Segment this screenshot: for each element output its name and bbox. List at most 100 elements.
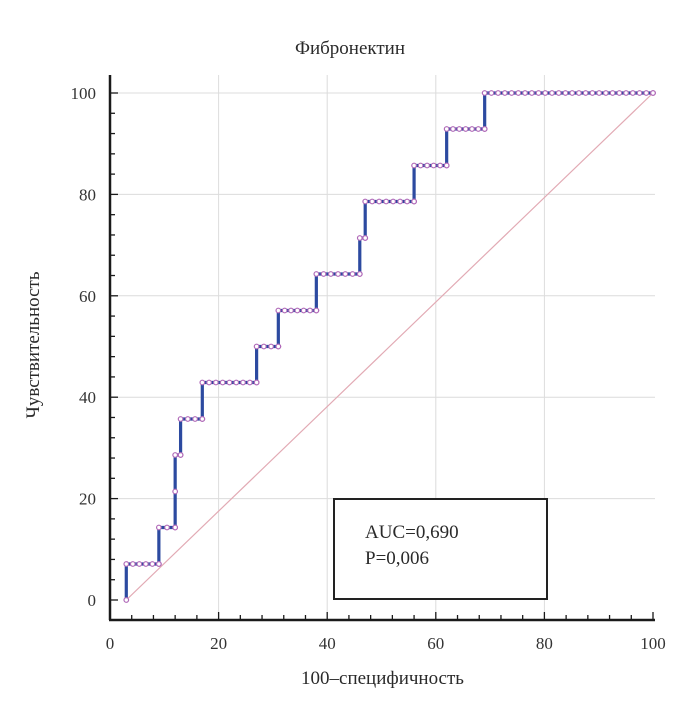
roc-point xyxy=(424,162,431,169)
roc-point xyxy=(313,271,320,277)
roc-point xyxy=(376,198,383,205)
roc-point xyxy=(123,561,130,567)
roc-point xyxy=(136,561,143,567)
roc-point xyxy=(177,452,184,458)
roc-point xyxy=(450,126,456,132)
roc-point xyxy=(623,90,629,96)
roc-point xyxy=(300,307,307,314)
roc-point xyxy=(129,561,136,567)
roc-point xyxy=(515,90,522,96)
roc-point xyxy=(636,90,643,96)
roc-point xyxy=(327,271,334,277)
roc-point xyxy=(411,162,417,169)
roc-point xyxy=(549,90,555,96)
roc-point xyxy=(437,162,444,169)
roc-point xyxy=(417,162,424,169)
roc-point xyxy=(488,90,495,96)
roc-point xyxy=(602,90,609,96)
y-tick-label: 40 xyxy=(79,388,96,407)
reference-line xyxy=(125,92,654,601)
roc-point xyxy=(481,126,488,132)
x-axis-label: 100–специфичность xyxy=(301,668,464,689)
roc-point xyxy=(462,126,469,132)
roc-point xyxy=(535,90,542,96)
roc-point xyxy=(430,162,437,169)
roc-point xyxy=(356,235,363,241)
roc-point xyxy=(307,307,313,314)
roc-point xyxy=(569,90,576,96)
roc-point xyxy=(528,90,535,96)
roc-point xyxy=(172,524,179,531)
roc-point xyxy=(501,90,508,96)
roc-point xyxy=(155,524,162,531)
roc-point xyxy=(390,198,397,205)
roc-point xyxy=(320,271,327,277)
roc-point xyxy=(356,271,363,277)
roc-point xyxy=(275,343,282,350)
roc-point xyxy=(142,561,149,567)
roc-point xyxy=(275,307,282,314)
y-axis-label: Чувствительность xyxy=(23,271,44,419)
roc-point xyxy=(212,379,219,386)
roc-point xyxy=(495,90,502,96)
roc-point xyxy=(335,271,341,277)
roc-point xyxy=(294,307,301,314)
chart-title: Фибронектин xyxy=(294,38,406,59)
roc-point xyxy=(246,379,253,386)
roc-point xyxy=(172,452,179,458)
roc-curve xyxy=(123,90,656,603)
roc-point xyxy=(555,90,562,96)
y-tick-label: 0 xyxy=(88,591,97,610)
roc-point xyxy=(313,307,320,314)
roc-point xyxy=(260,343,267,350)
roc-point xyxy=(643,90,650,96)
roc-point xyxy=(149,561,156,567)
y-tick-label: 80 xyxy=(79,185,96,204)
roc-point xyxy=(268,343,274,350)
roc-point xyxy=(253,343,260,350)
tick-labels: 0 20 40 60 80 100 0 20 40 60 80 100 xyxy=(71,84,666,653)
y-tick-label: 60 xyxy=(79,287,96,306)
roc-point xyxy=(226,379,233,386)
y-tick-label: 20 xyxy=(79,490,96,509)
roc-point xyxy=(240,379,246,386)
roc-point xyxy=(475,126,482,132)
roc-point xyxy=(164,524,170,531)
roc-point xyxy=(383,198,390,205)
roc-point xyxy=(349,271,356,277)
x-tick-label: 20 xyxy=(210,634,227,653)
roc-point xyxy=(469,126,475,132)
roc-point xyxy=(362,198,369,205)
roc-point xyxy=(342,271,349,277)
stats-box: AUC=0,690 P=0,006 xyxy=(333,498,548,600)
roc-point xyxy=(616,90,623,96)
roc-point xyxy=(288,307,294,314)
x-tick-label: 40 xyxy=(319,634,336,653)
roc-point xyxy=(522,90,528,96)
roc-point xyxy=(609,90,616,96)
roc-point xyxy=(650,90,656,96)
roc-point xyxy=(481,90,488,96)
roc-point xyxy=(369,198,376,205)
x-tick-label: 80 xyxy=(536,634,553,653)
roc-point xyxy=(219,379,226,386)
roc-point xyxy=(192,416,198,422)
roc-point xyxy=(596,90,603,96)
roc-point xyxy=(589,90,596,96)
roc-point xyxy=(184,416,191,422)
roc-point xyxy=(576,90,582,96)
y-tick-label: 100 xyxy=(71,84,97,103)
roc-point xyxy=(397,198,404,205)
roc-point xyxy=(199,416,206,422)
roc-point xyxy=(562,90,569,96)
auc-annotation: AUC=0,690 xyxy=(365,522,459,543)
roc-point xyxy=(281,307,288,314)
roc-point xyxy=(123,597,130,603)
roc-point xyxy=(172,488,179,495)
roc-point xyxy=(582,90,589,96)
x-tick-label: 100 xyxy=(640,634,666,653)
x-tick-label: 0 xyxy=(106,634,115,653)
roc-point xyxy=(362,235,369,241)
roc-point xyxy=(155,561,162,567)
roc-point xyxy=(177,416,184,422)
